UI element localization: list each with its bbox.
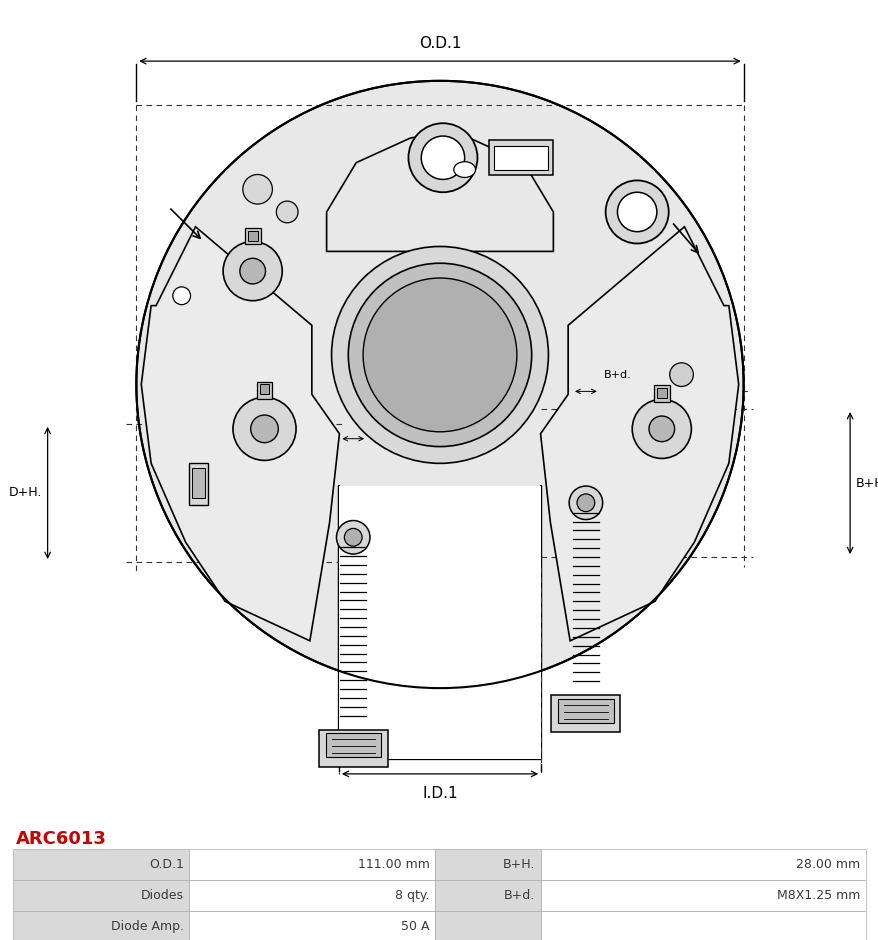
Polygon shape bbox=[141, 227, 339, 641]
Bar bbox=[248, 230, 257, 241]
Bar bbox=[656, 388, 666, 399]
Text: 28.00 mm: 28.00 mm bbox=[795, 858, 860, 870]
Circle shape bbox=[421, 136, 464, 180]
Circle shape bbox=[223, 242, 282, 301]
Text: B+d.: B+d. bbox=[603, 369, 630, 380]
Bar bbox=[493, 146, 548, 169]
Circle shape bbox=[233, 398, 296, 461]
Circle shape bbox=[669, 363, 693, 386]
Polygon shape bbox=[540, 227, 738, 641]
Bar bbox=[558, 699, 613, 723]
Text: B+d.: B+d. bbox=[503, 889, 535, 901]
Circle shape bbox=[242, 175, 272, 204]
Text: I.D.1: I.D.1 bbox=[421, 786, 457, 801]
Text: D+d.: D+d. bbox=[353, 414, 381, 424]
Bar bbox=[189, 463, 208, 505]
Text: O.D.1: O.D.1 bbox=[148, 858, 184, 870]
Bar bbox=[244, 227, 260, 244]
Bar bbox=[319, 729, 387, 767]
Circle shape bbox=[331, 246, 548, 463]
Text: O.D.1: O.D.1 bbox=[418, 37, 461, 52]
Text: 50 A: 50 A bbox=[401, 920, 429, 932]
Polygon shape bbox=[136, 81, 743, 760]
Bar bbox=[489, 140, 553, 176]
Bar bbox=[191, 468, 205, 498]
Bar bbox=[259, 384, 270, 395]
Circle shape bbox=[648, 416, 673, 442]
Circle shape bbox=[363, 278, 516, 431]
Circle shape bbox=[348, 263, 531, 446]
Circle shape bbox=[408, 123, 477, 193]
Circle shape bbox=[616, 193, 656, 231]
Text: ARC6013: ARC6013 bbox=[16, 830, 106, 848]
Circle shape bbox=[344, 528, 362, 546]
Bar bbox=[653, 385, 669, 402]
Text: Diode Amp.: Diode Amp. bbox=[111, 920, 184, 932]
Bar bbox=[551, 695, 620, 732]
Text: B+H.: B+H. bbox=[502, 858, 535, 870]
Circle shape bbox=[250, 415, 278, 443]
Bar bbox=[256, 382, 272, 400]
Circle shape bbox=[240, 258, 265, 284]
Text: Diodes: Diodes bbox=[140, 889, 184, 901]
Circle shape bbox=[136, 81, 743, 688]
Text: M8X1.25 mm: M8X1.25 mm bbox=[776, 889, 860, 901]
Text: B+H.: B+H. bbox=[855, 477, 878, 490]
Text: 111.00 mm: 111.00 mm bbox=[357, 858, 429, 870]
Circle shape bbox=[576, 494, 594, 511]
Ellipse shape bbox=[173, 287, 191, 305]
Bar bbox=[325, 733, 380, 757]
Bar bbox=[339, 486, 541, 760]
Ellipse shape bbox=[453, 162, 475, 178]
Text: 8 qty.: 8 qty. bbox=[395, 889, 429, 901]
Circle shape bbox=[336, 521, 370, 554]
Circle shape bbox=[568, 486, 602, 520]
Polygon shape bbox=[327, 133, 553, 251]
Circle shape bbox=[276, 201, 298, 223]
Circle shape bbox=[605, 180, 668, 243]
Circle shape bbox=[631, 400, 691, 459]
Text: D+H.: D+H. bbox=[8, 486, 41, 499]
